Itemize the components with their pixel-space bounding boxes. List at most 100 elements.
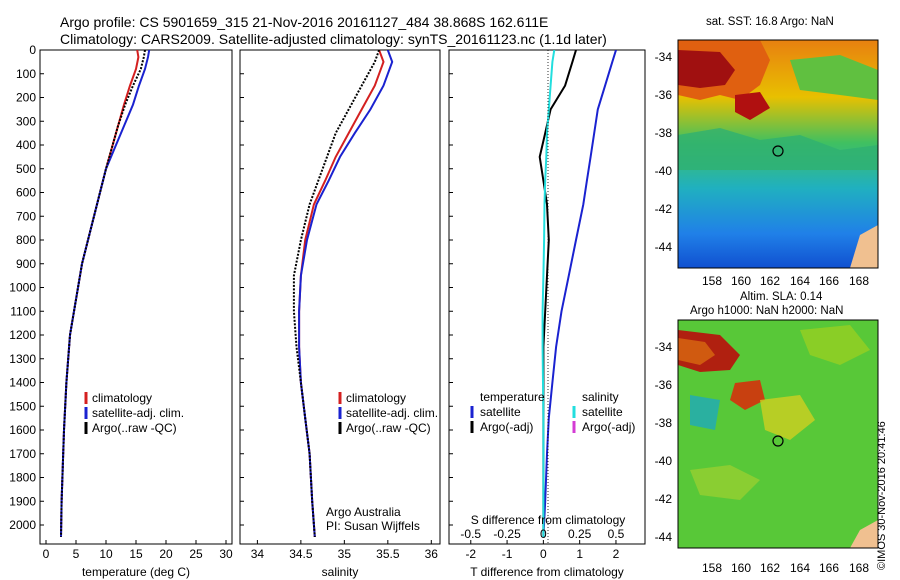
series-line-argo-raw-qc- [292,50,381,537]
x-tick-label: 10 [99,547,113,561]
sla-map-lat-ticks: -34 -36 -38 -40 -42 -44 [655,340,673,544]
svg-text:162: 162 [760,274,780,288]
x-tick-label: 36 [425,547,439,561]
svg-text:-38: -38 [655,416,673,430]
svg-text:168: 168 [849,274,869,288]
x-tick-label: 5 [73,547,80,561]
legend-label-satellite-adj: satellite-adj. clim. [346,406,438,420]
x-tick-label: 2 [613,547,620,561]
y-tick-label: 100 [16,67,36,81]
svg-text:-40: -40 [655,454,673,468]
salinity-legend: climatology satellite-adj. clim. Argo(..… [338,391,438,435]
x-tick-label: 35 [338,547,352,561]
x-tick-label: -1 [502,547,513,561]
svg-text:-42: -42 [655,202,673,216]
svg-text:162: 162 [760,561,780,575]
series-line-climatology [60,50,140,537]
sst-map [678,40,878,268]
y-tick-label: 1200 [9,328,36,342]
figure-title-line2: Climatology: CARS2009. Satellite-adjuste… [60,31,607,47]
svg-text:166: 166 [819,561,839,575]
difference-legend: temperature satellite Argo(-adj) salinit… [470,390,635,434]
sst-map-lat-ticks: -34 -36 -38 -40 -42 -44 [655,50,673,254]
legend-label-temp-argo: Argo(-adj) [480,420,533,434]
temperature-xlabel: temperature (deg C) [82,565,190,579]
y-tick-label: 1900 [9,494,36,508]
svg-text:-34: -34 [655,50,673,64]
legend-label-argo: Argo(..raw -QC) [92,421,177,435]
svg-text:158: 158 [702,274,722,288]
svg-text:160: 160 [731,274,751,288]
x-tick-label: 1 [576,547,583,561]
svg-text:164: 164 [790,274,810,288]
x-tick-label: 35.5 [376,547,400,561]
series-line-satellite-adj-clim- [298,50,394,537]
x-tick-label: -2 [465,547,476,561]
y-tick-label: 1700 [9,447,36,461]
x-tick-label: 20 [159,547,173,561]
svg-text:-44: -44 [655,530,673,544]
sst-map-lon-ticks: 158 160 162 164 166 168 [702,274,869,288]
sla-argo-marker [772,435,784,447]
x2-tick-label: 0.25 [568,527,592,541]
legend-label-sal-satellite: satellite [582,405,623,419]
legend-label-climatology: climatology [92,391,152,405]
pi-annotation: PI: Susan Wijffels [326,519,420,533]
x2-tick-label: 0 [540,527,547,541]
svg-text:158: 158 [702,561,722,575]
y-tick-label: 1800 [9,471,36,485]
y-tick-label: 1000 [9,281,36,295]
legend-title-temperature: temperature [480,390,545,404]
sla-map-lon-ticks: 158 160 162 164 166 168 [702,561,869,575]
y-tick-label: 1300 [9,352,36,366]
y-tick-label: 500 [16,162,36,176]
svg-text:166: 166 [819,274,839,288]
legend-label-sal-argo: Argo(-adj) [582,420,635,434]
series-line-salinity-satellite [541,50,556,537]
y-tick-label: 2000 [9,518,36,532]
s-difference-label: S difference from climatology [471,513,626,527]
salinity-xlabel: salinity [322,565,359,579]
svg-text:164: 164 [790,561,810,575]
sst-argo-marker [772,145,784,157]
y-tick-label: 300 [16,114,36,128]
sla-map [678,320,878,548]
x2-tick-label: 0.5 [608,527,625,541]
series-line-temperature-satellite [542,50,617,537]
y-tick-label: 1600 [9,423,36,437]
y-tick-label: 800 [16,233,36,247]
svg-text:-34: -34 [655,340,673,354]
sst-map-frame [677,39,879,269]
argo-australia-annotation: Argo Australia [326,505,401,519]
sla-map-title-line1: Altim. SLA: 0.14 [740,291,823,303]
legend-label-argo: Argo(..raw -QC) [346,421,431,435]
legend-label-temp-satellite: satellite [480,405,521,419]
x-tick-label: 30 [219,547,233,561]
x-tick-label: 25 [189,547,203,561]
svg-text:160: 160 [731,561,751,575]
legend-label-satellite-adj: satellite-adj. clim. [92,406,184,420]
x-tick-label: 34.5 [289,547,313,561]
y-tick-label: 900 [16,257,36,271]
svg-text:-40: -40 [655,164,673,178]
legend-label-climatology: climatology [346,391,406,405]
svg-text:-42: -42 [655,492,673,506]
legend-title-salinity: salinity [582,390,619,404]
y-tick-label: 400 [16,138,36,152]
y-tick-label: 1500 [9,399,36,413]
x-tick-label: 15 [129,547,143,561]
series-line-temperature-argo-adj- [538,50,577,537]
svg-text:-36: -36 [655,378,673,392]
y-tick-label: 1100 [10,304,36,318]
sla-map-frame [677,319,879,549]
svg-text:-36: -36 [655,88,673,102]
svg-text:168: 168 [849,561,869,575]
x-tick-label: 34 [251,547,265,561]
temperature-legend: climatology satellite-adj. clim. Argo(..… [84,391,184,435]
difference-plot-frame [448,49,646,545]
sla-map-title-line2: Argo h1000: NaN h2000: NaN [690,305,844,317]
sst-map-title: sat. SST: 16.8 Argo: NaN [706,16,834,28]
svg-text:-38: -38 [655,126,673,140]
x2-tick-label: -0.5 [460,527,481,541]
